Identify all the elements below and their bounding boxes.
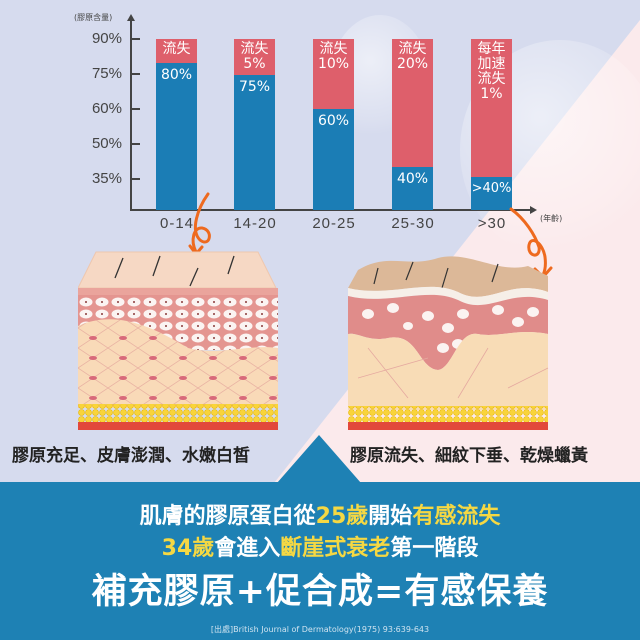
bar-14-20: 流失 5% 75%	[234, 39, 275, 210]
y-tick	[131, 178, 140, 180]
x-tick-label: >30	[477, 215, 507, 232]
y-tick-label: 90%	[91, 30, 122, 47]
young-skin-illustration	[78, 251, 278, 430]
y-tick	[131, 38, 140, 40]
panel-pointer	[277, 435, 361, 483]
x-axis-unit-label: (年齡)	[540, 214, 563, 223]
bar-retained-segment: >40%	[471, 177, 512, 210]
source-citation: [出處]British Journal of Dermatology(1975)…	[210, 625, 430, 634]
highlight-text: 25歲	[315, 504, 369, 529]
bar-loss-segment: 流失 20%	[392, 39, 433, 167]
x-tick-label: 20-25	[312, 215, 356, 232]
footer-headline: 補充膠原+促合成=有感保養	[91, 572, 549, 612]
bar-retained-segment: 80%	[156, 63, 197, 210]
x-tick-label: 0-14	[159, 215, 195, 232]
y-axis	[130, 20, 132, 211]
y-tick	[131, 143, 140, 145]
bar-20-25: 流失 10% 60%	[313, 39, 354, 210]
footer-panel	[0, 482, 640, 640]
highlight-text: 斷崖式衰老	[280, 536, 391, 561]
young-skin-caption: 膠原充足、皮膚澎潤、水嫩白皙	[12, 446, 250, 466]
aged-skin-illustration	[348, 256, 549, 430]
footer-line-1: 肌膚的膠原蛋白從25歲開始有感流失	[0, 498, 640, 530]
y-tick	[131, 73, 140, 75]
footer-line-2: 34歲會進入斷崖式衰老第一階段	[0, 530, 640, 562]
bar-loss-segment: 每年 加速 流失 1%	[471, 39, 512, 177]
text: 第一階段	[390, 536, 479, 561]
y-tick-label: 35%	[91, 170, 122, 187]
y-tick	[131, 108, 140, 110]
text: 會進入	[214, 536, 281, 561]
y-tick-label: 60%	[91, 100, 122, 117]
bar-retained-segment: 40%	[392, 167, 433, 210]
bar-0-14: 流失 80%	[156, 39, 197, 210]
bar-over-30: 每年 加速 流失 1% >40%	[471, 39, 512, 210]
y-tick-label: 75%	[91, 65, 122, 82]
bar-retained-segment: 60%	[313, 109, 354, 210]
text: 開始	[368, 504, 413, 529]
x-tick-label: 14-20	[233, 215, 277, 232]
y-axis-unit-label: (膠原含量)	[74, 13, 113, 22]
bar-loss-segment: 流失 5%	[234, 39, 275, 75]
text: 肌膚的膠原蛋白從	[139, 504, 316, 529]
bar-loss-segment: 流失	[156, 39, 197, 63]
aged-skin-caption: 膠原流失、細紋下垂、乾燥蠟黃	[350, 446, 588, 466]
bar-25-30: 流失 20% 40%	[392, 39, 433, 210]
bar-retained-segment: 75%	[234, 75, 275, 210]
bar-loss-segment: 流失 10%	[313, 39, 354, 109]
x-axis	[130, 209, 532, 211]
y-axis-arrow-icon	[127, 14, 135, 21]
highlight-text: 有感流失	[412, 504, 501, 529]
y-tick-label: 50%	[91, 135, 122, 152]
x-tick-label: 25-30	[391, 215, 435, 232]
highlight-text: 34歲	[161, 536, 215, 561]
x-axis-arrow-icon	[530, 206, 537, 214]
